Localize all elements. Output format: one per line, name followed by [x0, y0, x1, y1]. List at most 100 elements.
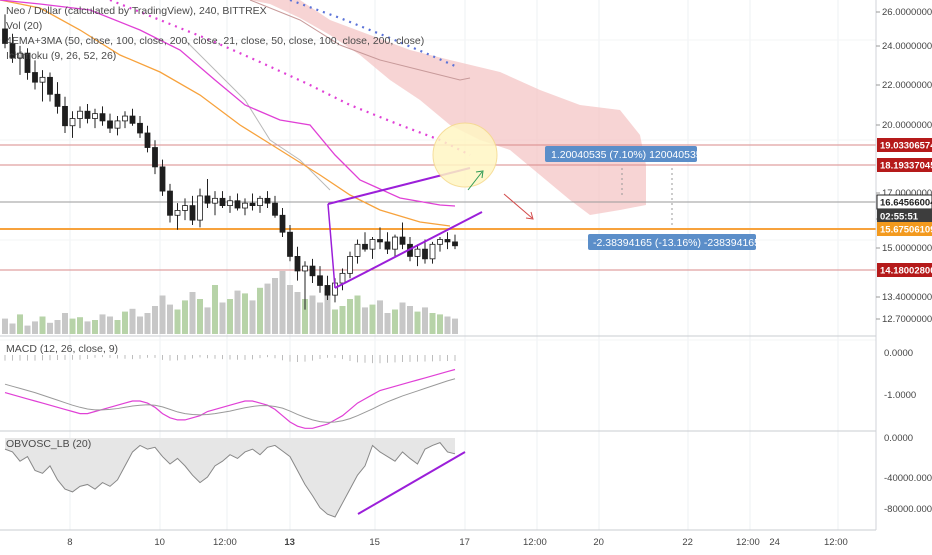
legend-ema: 4EMA+3MA (50, close, 100, close, 200, cl… — [6, 35, 425, 47]
time-axis-label: 17 — [459, 537, 470, 548]
bearish-arrow-head — [525, 211, 534, 220]
volume-bar — [429, 313, 436, 334]
channel-left-line — [327, 203, 336, 289]
volume-bar — [317, 302, 323, 334]
candle-body — [77, 110, 83, 119]
candle-body — [62, 105, 68, 127]
candle-body — [24, 52, 31, 73]
ema-orange-line — [0, 0, 451, 227]
price-badge-countdown-bg — [877, 209, 932, 223]
candle-body — [384, 241, 391, 250]
candle-body — [47, 76, 53, 95]
obv-trendline — [357, 451, 466, 515]
candle-body — [159, 166, 166, 192]
candle-body — [227, 200, 233, 206]
volume-bar — [384, 313, 391, 334]
volume-bar — [257, 287, 263, 334]
ema-magenta-line — [0, 0, 456, 207]
candle-body — [437, 239, 443, 245]
candle-body — [279, 214, 286, 233]
legend-volume: Vol (20) — [6, 20, 43, 32]
macd-signal-line — [4, 378, 456, 423]
volume-bar — [2, 318, 8, 334]
candle-body — [174, 210, 181, 216]
volume-bar — [144, 313, 151, 334]
price-badge-current: 16.64566004 — [880, 198, 932, 209]
volume-bar — [377, 300, 383, 334]
candle-body — [242, 202, 248, 209]
candle-body — [92, 113, 98, 119]
time-axis-label: 10 — [154, 537, 165, 548]
volume-bar — [54, 320, 61, 334]
volume-bar — [92, 320, 98, 334]
candle-body — [144, 132, 151, 148]
candle-body — [429, 243, 436, 260]
volume-bar — [17, 314, 23, 334]
volume-bar — [414, 311, 421, 334]
bullish-arrow-head — [475, 170, 484, 179]
candle-body — [39, 76, 46, 83]
volume-bar — [324, 290, 331, 334]
volume-bar — [347, 299, 353, 334]
volume-bar — [369, 304, 376, 334]
candle-body — [294, 256, 301, 272]
channel-lower-line — [334, 211, 483, 289]
volume-bar — [437, 314, 443, 334]
volume-bar — [77, 317, 83, 334]
price-badge-orange-bg — [877, 222, 932, 236]
candle-body — [107, 120, 113, 129]
candle-body — [54, 93, 61, 107]
measure-up-box — [545, 146, 697, 162]
volume-bar — [339, 306, 346, 334]
legend-ichimoku: Ichimoku (9, 26, 52, 26) — [6, 50, 117, 62]
candle-body — [9, 43, 16, 59]
time-axis-label: 12:00 — [213, 537, 237, 548]
candle-body — [399, 236, 406, 245]
volume-bar — [69, 318, 76, 334]
volume-bar — [422, 307, 428, 334]
time-axis-label: 15 — [369, 537, 380, 548]
macd-axis-label: 0.0000 — [884, 348, 913, 359]
candle-body — [197, 195, 203, 221]
volume-bar — [9, 323, 16, 334]
volume-bar — [234, 290, 241, 334]
volume-bar — [249, 300, 256, 334]
candle-body — [167, 190, 173, 216]
price-badge-red-mid: 18.19337045 — [880, 161, 932, 172]
obv-line — [4, 442, 456, 518]
candle-body — [249, 202, 256, 206]
obv-axis-label: -80000.0000 — [884, 504, 932, 515]
volume-bar — [407, 306, 413, 334]
volume-bar — [62, 313, 68, 334]
candle-body — [369, 239, 376, 250]
volume-bar — [354, 295, 361, 334]
volume-bar — [152, 306, 158, 334]
obv-area — [5, 438, 455, 517]
candle-body — [422, 248, 428, 260]
candle-body — [69, 118, 76, 127]
volume-bar — [362, 307, 368, 334]
bullish-arrow — [467, 171, 483, 191]
measure-up-label: 1.20040535 (7.10%) 120040535 — [551, 149, 702, 161]
volume-bar — [32, 321, 38, 334]
time-axis-label: 12:00 — [523, 537, 547, 548]
volume-bar — [212, 285, 218, 334]
volume-bar — [114, 320, 121, 334]
volume-bar — [399, 302, 406, 334]
symbol-title: Neo / Dollar (calculated by TradingView)… — [6, 5, 267, 17]
candle-body — [129, 115, 136, 124]
candle-body — [17, 52, 23, 59]
volume-bar — [302, 299, 308, 334]
price-axis-label: 20.00000000 — [882, 120, 932, 131]
macd-axis-label: -1.0000 — [884, 390, 916, 401]
volume-bar — [99, 314, 106, 334]
candle-body — [122, 115, 128, 122]
candle-body — [114, 120, 121, 129]
price-axis-label: 26.00000000 — [882, 7, 932, 18]
candle-body — [339, 272, 346, 284]
price-axis-label: 15.00000000 — [882, 243, 932, 254]
candle-body — [309, 265, 316, 277]
volume-bar — [137, 316, 143, 334]
volume-bar — [294, 292, 301, 334]
